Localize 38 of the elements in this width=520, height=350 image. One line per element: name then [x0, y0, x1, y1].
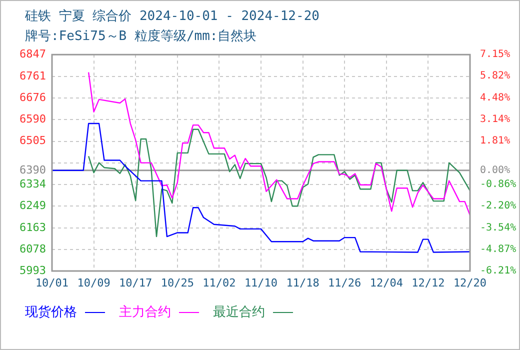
x-tick-label: 11/18 — [286, 276, 320, 290]
y2-tick-label: 1.81% — [480, 136, 510, 147]
x-tick-label: 11/10 — [244, 276, 278, 290]
x-tick-label: 10/01 — [35, 276, 69, 290]
y-tick-label: 6334 — [20, 177, 46, 190]
x-tick-label: 12/04 — [370, 276, 404, 290]
chart-title: 硅铁 宁夏 综合价 2024-10-01 - 2024-12-20 — [25, 8, 320, 25]
y-tick-label: 6847 — [20, 47, 46, 60]
y2-tick-label: 3.14% — [480, 114, 510, 126]
y-tick-label: 6590 — [20, 112, 46, 126]
y-tick-label: 6249 — [20, 198, 46, 212]
y2-tick-label: 7.15% — [480, 49, 510, 60]
y2-tick-label: -3.54% — [480, 222, 516, 234]
y-tick-label: 6676 — [20, 90, 46, 104]
y2-tick-label: 0.00% — [480, 165, 510, 176]
legend-label: 主力合约 — [119, 304, 171, 321]
y2-tick-label: 5.82% — [480, 70, 510, 82]
x-tick-label: 10/09 — [77, 276, 110, 290]
y2-tick-label: -6.21% — [480, 266, 516, 277]
y-tick-label: 6505 — [20, 134, 46, 148]
y-tick-label: 6761 — [20, 69, 46, 82]
x-tick-label: 12/20 — [453, 276, 487, 290]
y2-tick-label: -0.86% — [480, 178, 516, 190]
y-tick-label: 6390 — [20, 163, 46, 176]
chart-subtitle: 牌号:FeSi75～B 粒度等级/mm:自然块 — [25, 28, 257, 45]
y2-tick-label: 4.48% — [480, 92, 510, 104]
x-tick-label: 11/26 — [328, 276, 362, 290]
y-tick-label: 6163 — [20, 220, 46, 234]
legend-label: 现货价格 — [25, 304, 77, 321]
y2-tick-label: -4.87% — [480, 244, 516, 255]
x-tick-label: 10/17 — [119, 276, 152, 290]
y2-tick-label: -2.20% — [480, 200, 516, 212]
y-tick-label: 5993 — [20, 264, 46, 277]
x-tick-label: 10/25 — [160, 276, 194, 290]
x-tick-label: 12/12 — [412, 276, 445, 290]
x-tick-label: 11/02 — [202, 276, 236, 290]
y-tick-label: 6078 — [20, 242, 46, 256]
legend-label: 最近合约 — [213, 304, 265, 321]
